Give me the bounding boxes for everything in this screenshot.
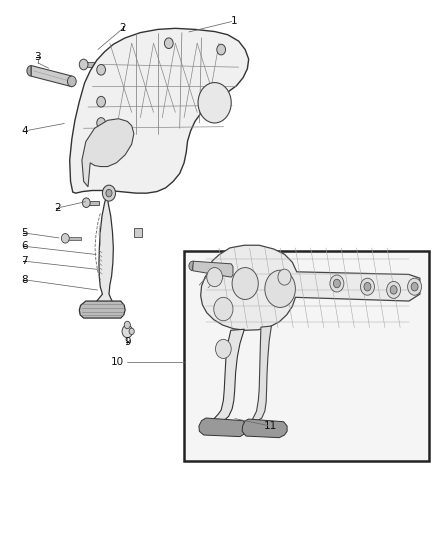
Wedge shape	[27, 66, 31, 76]
Polygon shape	[242, 419, 287, 438]
Circle shape	[387, 281, 401, 298]
Polygon shape	[252, 326, 272, 422]
Polygon shape	[193, 261, 233, 277]
Polygon shape	[82, 119, 134, 187]
Text: 5: 5	[21, 228, 28, 238]
Text: 7: 7	[21, 256, 28, 266]
Text: 9: 9	[124, 337, 131, 347]
Text: 1: 1	[231, 16, 237, 26]
Circle shape	[106, 189, 112, 197]
Circle shape	[278, 269, 291, 285]
Circle shape	[214, 297, 233, 321]
Circle shape	[97, 118, 106, 128]
Circle shape	[390, 286, 397, 294]
Text: 6: 6	[21, 241, 28, 251]
Circle shape	[67, 76, 76, 87]
Polygon shape	[214, 329, 244, 422]
Polygon shape	[95, 192, 114, 304]
Polygon shape	[79, 301, 125, 318]
Bar	[87, 62, 98, 67]
Text: 8: 8	[21, 275, 28, 285]
Text: 10: 10	[111, 357, 124, 367]
Bar	[68, 237, 81, 240]
Circle shape	[129, 328, 134, 335]
Bar	[184, 251, 428, 461]
Circle shape	[265, 270, 295, 308]
Circle shape	[82, 198, 90, 207]
Circle shape	[97, 64, 106, 75]
Circle shape	[330, 275, 344, 292]
Circle shape	[61, 233, 69, 243]
Circle shape	[124, 321, 131, 329]
Circle shape	[364, 282, 371, 291]
Circle shape	[217, 44, 226, 55]
Circle shape	[79, 59, 88, 70]
Polygon shape	[199, 418, 247, 437]
Polygon shape	[31, 66, 72, 87]
Bar	[134, 228, 142, 237]
Circle shape	[198, 83, 231, 123]
Text: 11: 11	[264, 421, 277, 431]
Text: 4: 4	[21, 126, 28, 136]
Text: 2: 2	[120, 23, 126, 34]
Text: 3: 3	[35, 52, 41, 61]
Circle shape	[97, 96, 106, 107]
Circle shape	[408, 278, 422, 295]
Polygon shape	[201, 245, 420, 330]
Circle shape	[122, 325, 133, 338]
Circle shape	[411, 282, 418, 291]
Circle shape	[360, 278, 374, 295]
Circle shape	[207, 268, 223, 287]
Bar	[89, 200, 99, 205]
Polygon shape	[70, 28, 249, 193]
Circle shape	[333, 279, 340, 288]
Circle shape	[215, 340, 231, 359]
Circle shape	[102, 185, 116, 201]
Wedge shape	[189, 261, 194, 271]
Text: 2: 2	[54, 203, 61, 213]
Circle shape	[164, 38, 173, 49]
Circle shape	[232, 268, 258, 300]
